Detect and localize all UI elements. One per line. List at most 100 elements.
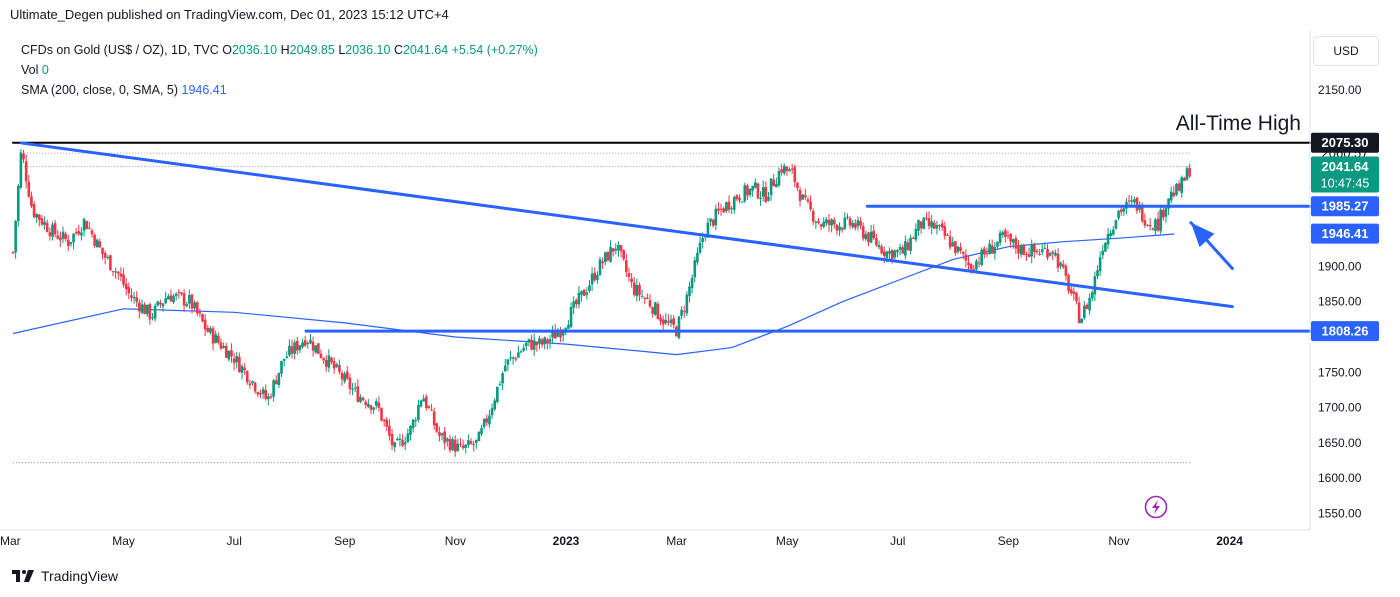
- candle-body: [324, 360, 328, 367]
- x-tick-label: May: [776, 534, 799, 548]
- candlestick: [1030, 239, 1033, 264]
- lightning-icon[interactable]: [1144, 495, 1168, 519]
- candle-body: [640, 295, 644, 297]
- candlestick: [964, 249, 968, 268]
- candlestick: [709, 218, 712, 227]
- candle-body: [232, 358, 236, 364]
- candle-body: [88, 227, 91, 229]
- candle-body: [485, 418, 489, 423]
- candle-body: [243, 367, 246, 371]
- candlestick: [656, 301, 660, 320]
- tradingview-logo[interactable]: TradingView: [12, 568, 118, 584]
- candle-body: [1151, 228, 1155, 230]
- currency-button[interactable]: USD: [1313, 36, 1379, 66]
- candle-body: [503, 365, 507, 372]
- candlestick: [322, 357, 325, 364]
- candlestick: [822, 217, 826, 229]
- candlestick: [459, 438, 462, 448]
- candle-body: [240, 366, 244, 373]
- candle-body: [77, 231, 81, 235]
- candle-body: [611, 248, 615, 252]
- candlestick: [382, 418, 386, 427]
- candle-body: [293, 342, 296, 354]
- candlestick: [1083, 300, 1086, 320]
- candle-body: [1117, 210, 1120, 219]
- y-tick-label: 1850.00: [1318, 295, 1362, 309]
- candle-body: [1109, 233, 1112, 236]
- candle-body: [782, 165, 786, 174]
- candle-body: [393, 442, 396, 448]
- candle-body: [788, 169, 791, 172]
- candle-body: [167, 296, 170, 300]
- candle-body: [1098, 257, 1102, 272]
- candle-body: [1022, 245, 1026, 255]
- candlestick: [164, 291, 167, 304]
- y-tick-label: 1900.00: [1318, 259, 1362, 273]
- candlestick: [293, 339, 296, 360]
- candle-body: [32, 204, 36, 217]
- candlestick: [359, 394, 362, 404]
- candlestick: [677, 315, 681, 340]
- candlestick: [775, 177, 778, 188]
- candlestick: [632, 276, 636, 297]
- candlestick: [1040, 243, 1044, 256]
- candlestick: [474, 439, 478, 449]
- candlestick: [1177, 180, 1181, 192]
- candlestick: [188, 289, 191, 309]
- candlestick: [725, 201, 728, 214]
- candle-body: [846, 216, 849, 218]
- candle-body: [985, 253, 989, 255]
- candle-body: [64, 233, 67, 240]
- candlestick: [385, 417, 389, 432]
- descending-trendline-line[interactable]: [19, 141, 1234, 309]
- candle-body: [382, 419, 386, 422]
- price-tag-bg: [1311, 223, 1379, 244]
- candlestick: [472, 440, 475, 452]
- candlestick: [527, 338, 531, 347]
- candle-body: [380, 407, 383, 421]
- candle-body: [677, 316, 681, 338]
- candle-body: [109, 255, 112, 271]
- candlestick: [872, 224, 876, 241]
- legend-close: 2041.64: [402, 43, 449, 57]
- candlestick: [180, 291, 183, 296]
- candlestick: [956, 246, 960, 255]
- candle-body: [217, 335, 220, 343]
- candlestick: [95, 238, 99, 248]
- candlestick: [748, 188, 752, 198]
- candlestick: [761, 180, 765, 202]
- candlestick: [651, 306, 654, 318]
- candlestick: [45, 219, 49, 233]
- candlestick: [572, 296, 575, 315]
- candle-body: [801, 194, 804, 200]
- candlestick: [22, 149, 25, 163]
- candle-body: [1183, 177, 1186, 181]
- candle-body: [119, 273, 123, 277]
- candle-body: [193, 302, 196, 309]
- candlestick: [1188, 163, 1191, 178]
- legend-sma-label[interactable]: SMA (200, close, 0, SMA, 5): [21, 83, 179, 97]
- candlestick: [1127, 194, 1131, 207]
- candle-body: [898, 247, 902, 250]
- candle-body: [1146, 224, 1149, 226]
- candle-body: [822, 221, 826, 227]
- candlestick: [540, 337, 544, 348]
- candlestick: [167, 293, 170, 300]
- candlestick: [303, 335, 307, 348]
- candle-body: [927, 218, 931, 227]
- candlestick: [1059, 261, 1062, 270]
- candle-body: [306, 342, 310, 344]
- legend-vol-label[interactable]: Vol: [21, 63, 39, 77]
- candlestick: [646, 293, 649, 300]
- candle-body: [1025, 254, 1028, 256]
- candle-body: [825, 219, 828, 224]
- candle-body: [590, 273, 594, 285]
- candle-body: [35, 213, 38, 218]
- candle-body: [667, 321, 670, 323]
- legend-symbol[interactable]: CFDs on Gold (US$ / OZ), 1D, TVC: [21, 43, 219, 57]
- candle-body: [101, 247, 104, 254]
- candle-body: [793, 167, 797, 183]
- candlestick: [811, 208, 815, 226]
- candlestick: [411, 418, 415, 433]
